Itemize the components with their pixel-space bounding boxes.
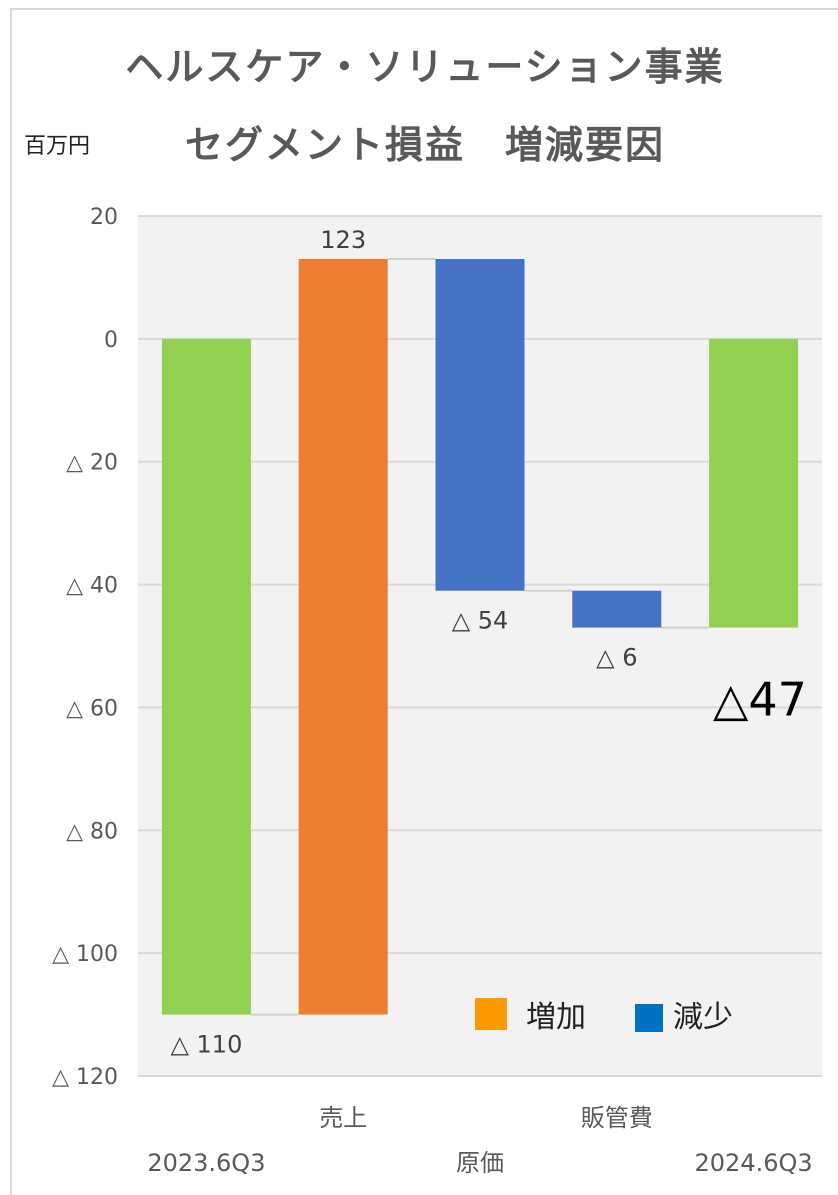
x-category-label: 販管費 — [581, 1104, 653, 1132]
data-label: △47 — [713, 673, 807, 727]
chart-title-line2: セグメント損益 増減要因 — [185, 123, 665, 167]
x-category-label: 原価 — [456, 1149, 504, 1177]
y-tick-label: △ 80 — [66, 819, 118, 844]
x-category-label: 2024.6Q3 — [695, 1149, 813, 1177]
y-tick-label: △ 20 — [66, 451, 118, 476]
data-label: △ 110 — [170, 1031, 242, 1059]
data-labels: △ 110 123 △ 54 △ 6 △47 — [170, 226, 807, 1059]
y-axis-ticks: 20 0 △ 20 △ 40 △ 60 △ 80 △ 100 △ 120 — [52, 205, 118, 1090]
bar-total — [709, 338, 799, 628]
data-label: △ 6 — [596, 644, 637, 672]
legend-swatch-decrease — [635, 1004, 663, 1032]
bars — [161, 259, 799, 1015]
legend-label-increase: 増加 — [526, 1000, 586, 1035]
legend-label-decrease: 減少 — [673, 1000, 733, 1035]
data-label: 123 — [320, 226, 366, 254]
unit-label: 百万円 — [24, 134, 90, 159]
y-tick-label: 0 — [104, 328, 118, 353]
y-tick-label: △ 40 — [66, 574, 118, 599]
bar-decrease — [435, 259, 525, 591]
bar-increase — [298, 259, 388, 1015]
data-label: △ 54 — [452, 607, 509, 635]
connector-lines — [250, 258, 710, 1016]
y-tick-label: △ 60 — [66, 696, 118, 721]
chart-title-line1: ヘルスケア・ソリューション事業 — [125, 45, 724, 89]
legend: 増加 減少 — [475, 998, 733, 1035]
y-tick-label: △ 120 — [52, 1065, 118, 1090]
bar-total — [161, 338, 251, 1015]
chart-frame — [10, 8, 838, 1195]
legend-swatch-increase — [475, 998, 507, 1030]
y-tick-label: 20 — [90, 205, 118, 230]
bar-decrease — [572, 590, 662, 628]
x-category-label: 2023.6Q3 — [147, 1149, 265, 1177]
x-category-label: 売上 — [319, 1104, 367, 1132]
y-tick-label: △ 100 — [52, 942, 118, 967]
